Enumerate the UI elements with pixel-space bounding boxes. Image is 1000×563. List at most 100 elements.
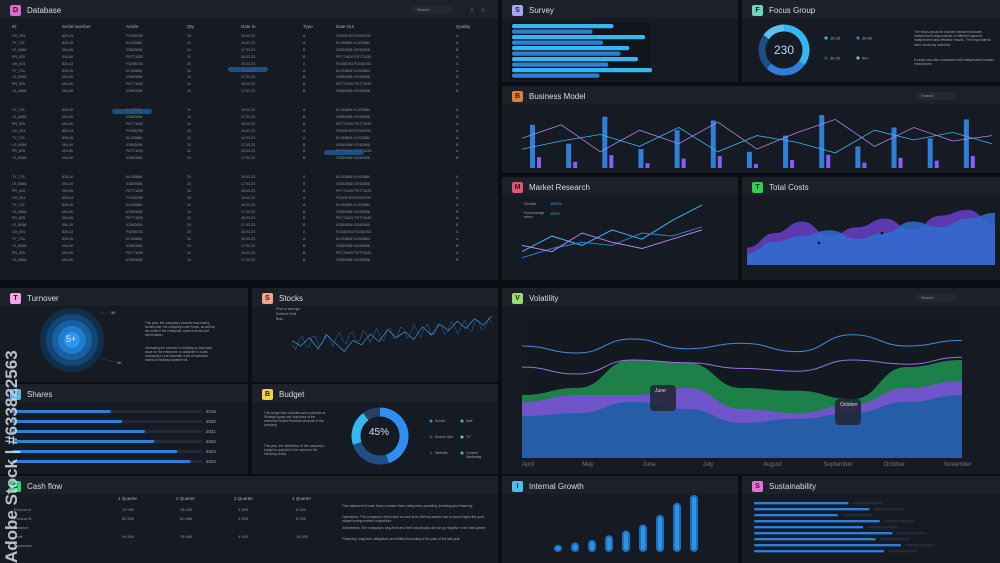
db-cell: B (456, 75, 459, 80)
db-cell: KL933884 KL933884 (336, 175, 370, 179)
cashflow-value: 16 000 (296, 534, 309, 539)
db-cell: 15.03.23 (241, 34, 255, 38)
db-cell: B (303, 156, 306, 161)
growth-badge: I (512, 481, 523, 492)
db-cell: 19.03.23 (241, 237, 255, 242)
vol-line-2 (521, 334, 963, 354)
business-bar-small (645, 163, 650, 168)
db-cell: 28.03.23 (241, 188, 255, 193)
sustain-track (873, 508, 904, 511)
db-cell: 17.03.23 (241, 257, 255, 262)
cashflow-text: This statement of cash flows contains th… (342, 504, 474, 508)
db-cell: 24 (187, 209, 191, 214)
focus-header (742, 0, 1000, 18)
db-cell: B (456, 114, 459, 119)
business-bar (710, 120, 716, 168)
growth-header (502, 476, 738, 494)
costs-badge: T (752, 182, 763, 193)
database-search[interactable]: Search (412, 6, 452, 14)
business-bar-small (970, 155, 975, 168)
db-cell: 17.03.23 (241, 244, 255, 248)
sustain-bar (754, 550, 885, 553)
db-cell: IOD62656 IOD62656 (336, 257, 370, 262)
db-highlight[interactable] (324, 150, 364, 155)
turnover-title: Turnover (27, 294, 59, 303)
db-cell: 835-40 (62, 108, 74, 112)
database-close-icon[interactable] (481, 8, 485, 12)
db-cell: KL933884 KL933884 (336, 202, 370, 207)
market-fund: Fund average return (524, 211, 545, 219)
db-cell: A (303, 135, 306, 140)
db-cell: A (456, 108, 459, 112)
focus-text1: The focus group for market research incl… (914, 30, 991, 47)
db-highlight[interactable] (228, 67, 268, 72)
database-badge: D (10, 5, 21, 16)
turnover-k2: 4K (117, 360, 122, 365)
db-cell: 15.03.23 (241, 195, 255, 200)
db-col-header: Date Out (336, 24, 355, 29)
db-cell: 31 (187, 175, 191, 179)
db-cell: KL933884 (126, 202, 143, 207)
growth-bar-inner (624, 532, 628, 550)
db-cell: A (456, 121, 459, 126)
budget-legend-1: Mail (466, 419, 473, 423)
business-bar (963, 119, 969, 168)
sustain-track (896, 532, 927, 535)
focus-segment (783, 24, 810, 65)
business-bar-small (537, 157, 541, 168)
growth-title: Internal Growth (529, 482, 584, 491)
volatility-header (502, 288, 1000, 306)
business-bar-small (753, 163, 758, 168)
db-cell: 24 (187, 244, 191, 248)
db-cell: 25 (187, 230, 191, 235)
db-cell: PDT71630 PDT71630 (336, 82, 372, 87)
shares-year: 2024 (206, 459, 216, 464)
business-bar (602, 116, 608, 168)
db-cell: KL933884 (126, 175, 143, 179)
db-col-header: Article (126, 24, 139, 29)
volatility-search[interactable]: Search (916, 294, 956, 302)
db-cell: A (456, 34, 459, 38)
db-cell: FG006783 FG006783 (336, 34, 371, 38)
db-cell: LS_8066 (12, 257, 27, 262)
business-search[interactable]: Search (916, 92, 956, 100)
db-cell: IOD62656 (126, 75, 143, 80)
shares-panel: S Shares 2019 2020 2021 2022 2023 2024 (0, 384, 248, 474)
shares-chart: 2019 2020 2021 2022 2023 2024 (12, 409, 216, 464)
stocks-badge: S (262, 293, 273, 304)
shares-year: 2020 (206, 419, 216, 424)
db-cell: KL933884 (126, 135, 143, 140)
db-cell: A (456, 40, 459, 45)
turnover-badge: T (10, 293, 21, 304)
db-cell: LS_8066 (12, 209, 27, 214)
db-cell: B (303, 142, 306, 147)
db-cell: 094-40 (62, 142, 74, 147)
db-cell: 094-40 (62, 47, 74, 52)
costs-chart (747, 209, 995, 265)
db-cell: IOD62656 (126, 257, 143, 262)
survey-chart (510, 22, 652, 80)
market-badge: M (512, 182, 523, 193)
db-cell: A (456, 230, 459, 235)
db-cell: 19.03.23 (241, 40, 255, 45)
db-cell: PDT71630 (126, 250, 144, 255)
db-cell: IOD62656 IOD62656 (336, 75, 370, 80)
costs-header (742, 177, 1000, 195)
db-cell: 31 (187, 202, 191, 207)
db-cell: PDT71630 PDT71630 (336, 250, 372, 255)
business-header (502, 86, 1000, 104)
costs-point (817, 241, 821, 245)
db-col-header: Serial Number (62, 24, 91, 29)
business-bar (638, 149, 644, 168)
vol-month: May (582, 462, 593, 468)
market-chart (521, 204, 703, 259)
db-cell: 17.03.23 (241, 89, 255, 94)
db-cell: FG006783 FG006783 (336, 195, 371, 200)
db-highlight[interactable] (112, 109, 152, 114)
cashflow-value: 8 000 (296, 507, 307, 512)
db-cell: 15.03.23 (241, 128, 255, 133)
db-cell: B (303, 209, 306, 214)
database-menu-icon[interactable] (470, 8, 474, 12)
shares-title: Shares (27, 390, 53, 399)
database-panel: D Database Search ID Serial Number Article… (0, 0, 498, 280)
